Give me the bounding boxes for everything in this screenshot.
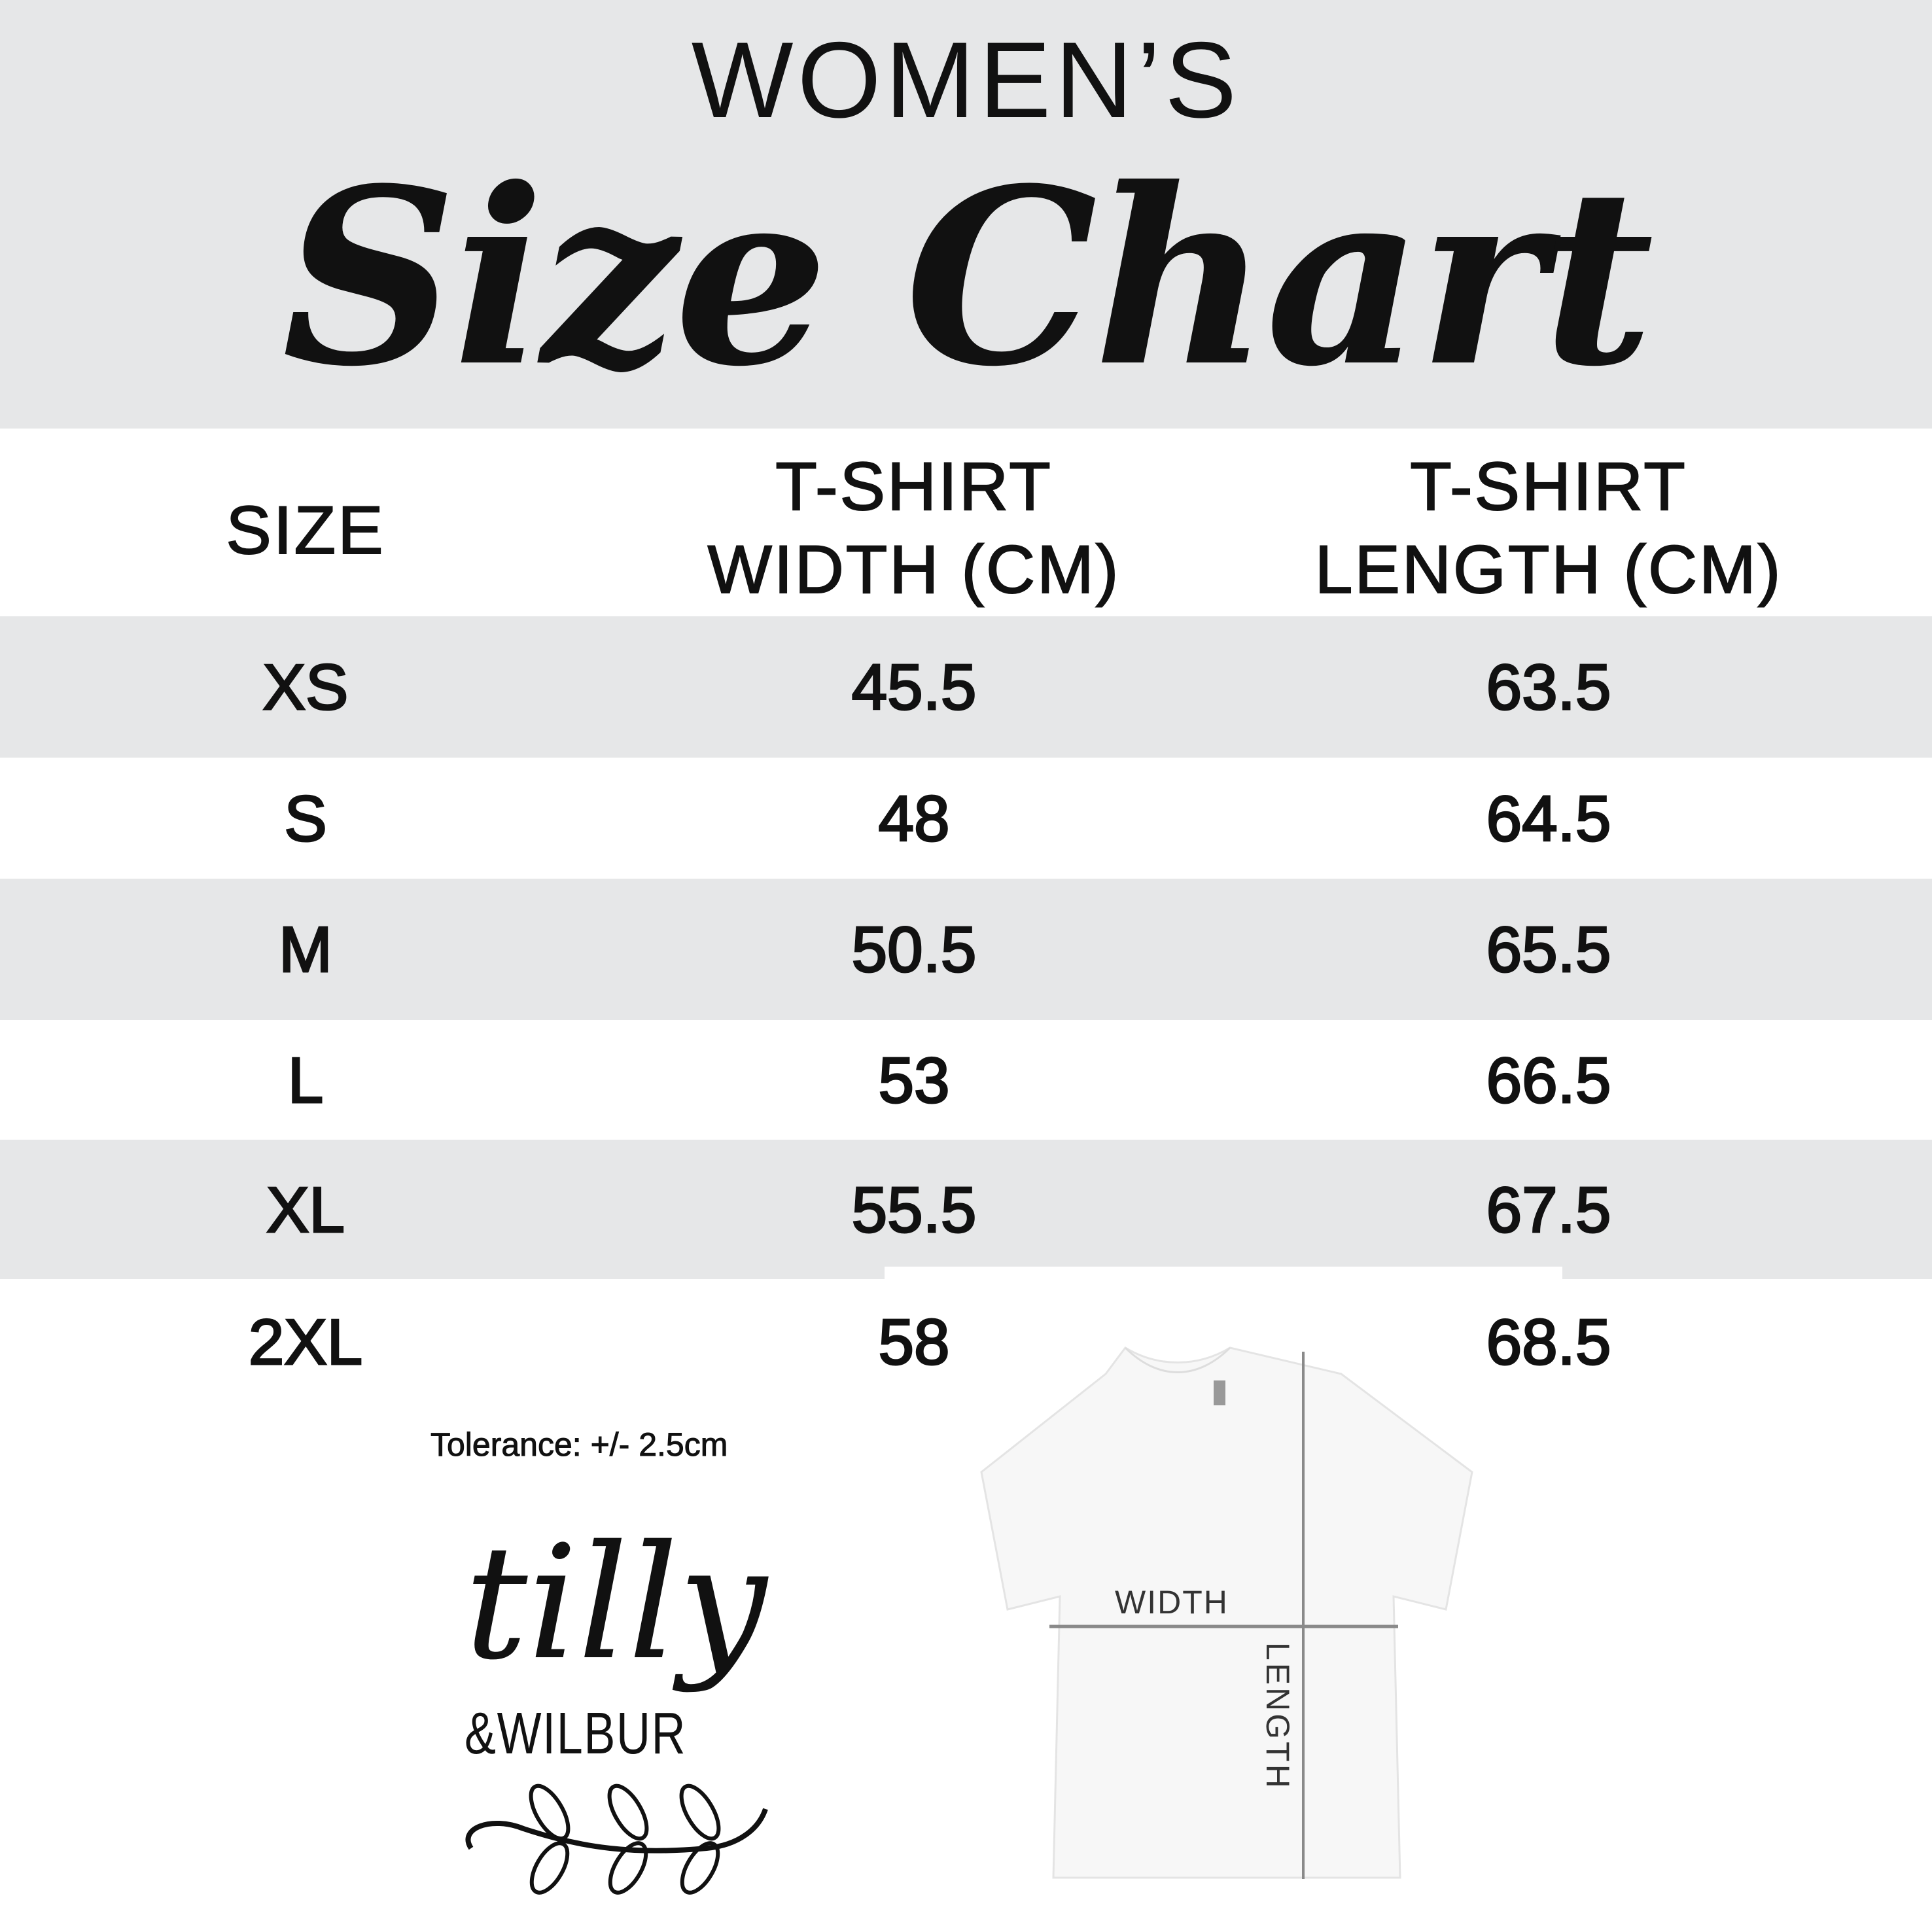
cell-width: 50.5 bbox=[851, 913, 977, 987]
width-label: WIDTH bbox=[1115, 1584, 1229, 1621]
table-row bbox=[0, 879, 1932, 1020]
header-band bbox=[0, 0, 1932, 429]
page-subtitle: WOMEN’S bbox=[691, 20, 1241, 140]
cell-size: XS bbox=[262, 650, 349, 724]
table-row bbox=[0, 616, 1932, 758]
column-header-length-line2: LENGTH (CM) bbox=[1314, 531, 1783, 608]
brand-logo: tilly &WILBUR bbox=[451, 1524, 818, 1904]
cell-length: 64.5 bbox=[1485, 781, 1612, 855]
column-header-width-line1: T-SHIRT bbox=[775, 448, 1053, 525]
cell-width: 53 bbox=[877, 1043, 951, 1117]
cell-width: 48 bbox=[877, 781, 951, 855]
column-header-size: SIZE bbox=[225, 492, 385, 569]
cell-size: M bbox=[278, 913, 334, 987]
length-label: LENGTH bbox=[1259, 1642, 1296, 1791]
cell-width: 58 bbox=[877, 1305, 951, 1379]
cell-size: XL bbox=[266, 1172, 346, 1246]
tolerance-note: Tolerance: +/- 2.5cm bbox=[430, 1426, 728, 1464]
logo-text-tilly: tilly bbox=[465, 1511, 767, 1695]
tshirt-icon bbox=[980, 1346, 1473, 1879]
cell-length: 68.5 bbox=[1485, 1305, 1612, 1379]
cell-size: L bbox=[287, 1043, 324, 1117]
cell-width: 55.5 bbox=[851, 1172, 977, 1246]
column-header-length-line1: T-SHIRT bbox=[1409, 448, 1687, 525]
cell-size: S bbox=[283, 781, 328, 855]
cell-size: 2XL bbox=[247, 1305, 363, 1379]
column-header-width-line2: WIDTH (CM) bbox=[707, 531, 1121, 608]
tshirt-diagram: WIDTH LENGTH bbox=[975, 1335, 1479, 1884]
logo-text-wilbur: &WILBUR bbox=[465, 1701, 687, 1766]
cell-length: 67.5 bbox=[1485, 1172, 1612, 1246]
diagram-notch bbox=[885, 1267, 1562, 1280]
cell-length: 66.5 bbox=[1485, 1043, 1612, 1117]
page-title: Size Chart bbox=[281, 136, 1654, 420]
cell-width: 45.5 bbox=[851, 650, 977, 724]
cell-length: 63.5 bbox=[1485, 650, 1612, 724]
logo-vine-icon bbox=[465, 1783, 768, 1895]
cell-length: 65.5 bbox=[1485, 913, 1612, 987]
table-row bbox=[0, 1140, 1932, 1279]
